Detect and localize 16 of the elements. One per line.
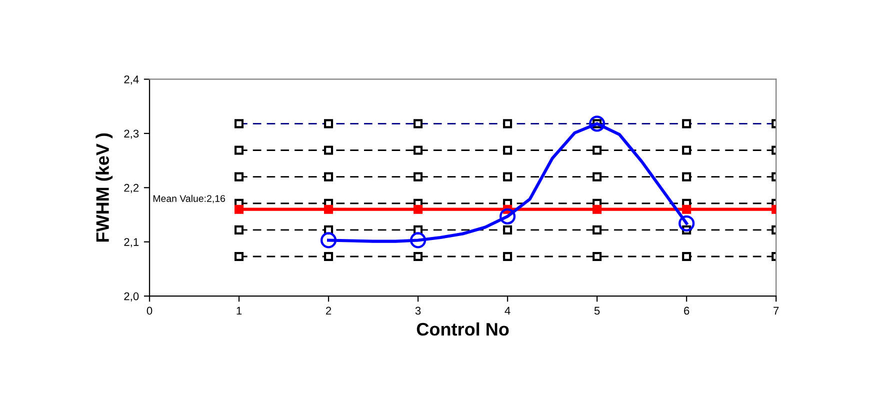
x-tick-label: 6 [684, 306, 690, 315]
x-tick-label: 5 [594, 306, 600, 315]
x-tick-label: 1 [236, 306, 242, 315]
y-tick-label: 2,0 [124, 292, 139, 302]
annotation: Mean Value:2,16 [153, 194, 226, 204]
y-tick-label: 2,1 [124, 238, 139, 248]
y-tick-label: 2,2 [124, 184, 139, 194]
y-axis-title: FWHM (keV ) [96, 133, 113, 242]
y-tick-label: 2,4 [124, 75, 139, 85]
x-tick-label: 4 [504, 306, 510, 315]
x-axis-title: Control No [416, 322, 509, 336]
x-tick-label: 2 [326, 306, 332, 315]
x-tick-label: 0 [146, 306, 152, 315]
x-tick-label: 7 [774, 306, 779, 315]
y-tick-label: 2,3 [124, 130, 139, 139]
x-tick-label: 3 [415, 306, 421, 315]
